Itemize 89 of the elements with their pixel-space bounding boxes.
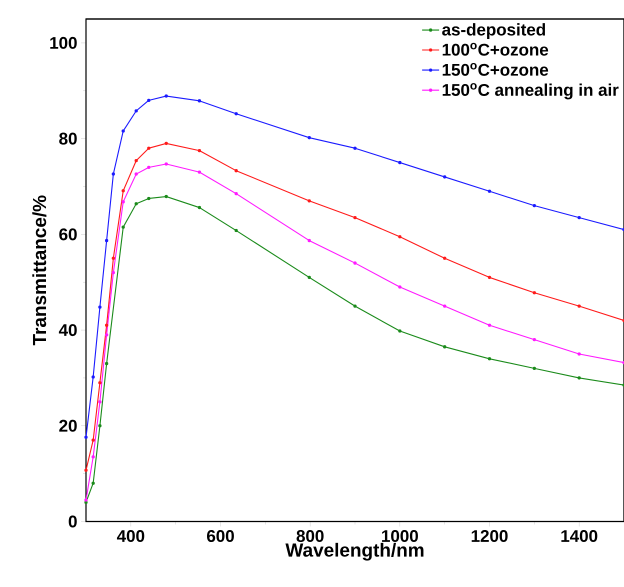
y-tick-label: 60 [59, 228, 77, 240]
point [164, 142, 168, 146]
point [104, 324, 108, 327]
point [198, 206, 202, 210]
point [134, 159, 138, 162]
point [134, 109, 138, 113]
y-tick-label: 0 [68, 516, 77, 528]
point [92, 375, 95, 379]
legend-label: 100$^{o}$C+ozone [442, 42, 548, 56]
point [532, 291, 536, 294]
point [198, 170, 202, 174]
x-tick-label: 600 [206, 530, 234, 542]
point [122, 200, 125, 204]
point [147, 196, 150, 200]
point [308, 276, 311, 280]
point [532, 338, 536, 342]
point [112, 256, 115, 260]
point [122, 129, 125, 133]
point [98, 424, 102, 428]
point [198, 148, 202, 152]
x-tick-label: 1000 [382, 530, 418, 542]
point [164, 194, 168, 198]
point [147, 146, 150, 150]
x-tick-label: 1200 [472, 530, 508, 542]
x-tick-label: 1400 [561, 530, 598, 542]
x-tick-label: 400 [116, 530, 144, 542]
point [104, 362, 108, 366]
point [578, 376, 581, 380]
point [443, 304, 446, 308]
point [134, 172, 138, 176]
point [398, 235, 402, 238]
point [443, 256, 446, 260]
point [353, 261, 357, 265]
point [398, 329, 402, 333]
y-tick-label: 20 [59, 420, 77, 432]
point [122, 226, 125, 229]
point [164, 94, 168, 98]
point [147, 166, 150, 169]
point [84, 498, 88, 502]
point [92, 455, 95, 459]
point [104, 238, 108, 242]
point [98, 400, 102, 404]
point [104, 333, 108, 336]
point [353, 146, 357, 150]
x-tick-label: 800 [296, 530, 324, 542]
y-tick-label: 80 [59, 132, 77, 145]
point [112, 270, 115, 274]
point [488, 276, 492, 280]
point [353, 216, 357, 220]
x-axis-title: Wavelength/nm [285, 542, 424, 561]
point [578, 304, 581, 308]
point [398, 160, 402, 164]
y-tick-label: 100 [50, 36, 77, 49]
point [164, 162, 168, 166]
point [112, 172, 115, 176]
legend-label: 150$^{o}$C annealing in air [442, 83, 619, 100]
point [198, 99, 202, 102]
point [84, 436, 88, 439]
point [234, 192, 238, 196]
point [578, 216, 581, 220]
point [234, 228, 238, 232]
point [353, 304, 357, 308]
legend-label: as-deposited [442, 23, 546, 39]
point [147, 98, 150, 102]
y-tick-label: 40 [58, 324, 77, 336]
point [308, 238, 311, 242]
point [98, 305, 102, 309]
point [122, 189, 125, 192]
point [308, 199, 311, 202]
point [398, 285, 402, 289]
point [234, 112, 238, 116]
point [532, 204, 536, 208]
point [84, 468, 88, 472]
point [578, 352, 581, 356]
point [443, 345, 446, 348]
point [134, 202, 138, 206]
point [84, 500, 88, 504]
point [488, 190, 492, 193]
point [308, 136, 311, 140]
point [234, 169, 238, 172]
legend-label: 150$^{o}$C+ozone [442, 63, 548, 76]
y-axis-title: Transmittance/% [32, 196, 46, 346]
point [532, 366, 536, 370]
point [98, 381, 102, 384]
point [92, 438, 95, 442]
point [488, 324, 492, 327]
point [92, 482, 95, 485]
point [488, 357, 492, 360]
point [443, 175, 446, 179]
